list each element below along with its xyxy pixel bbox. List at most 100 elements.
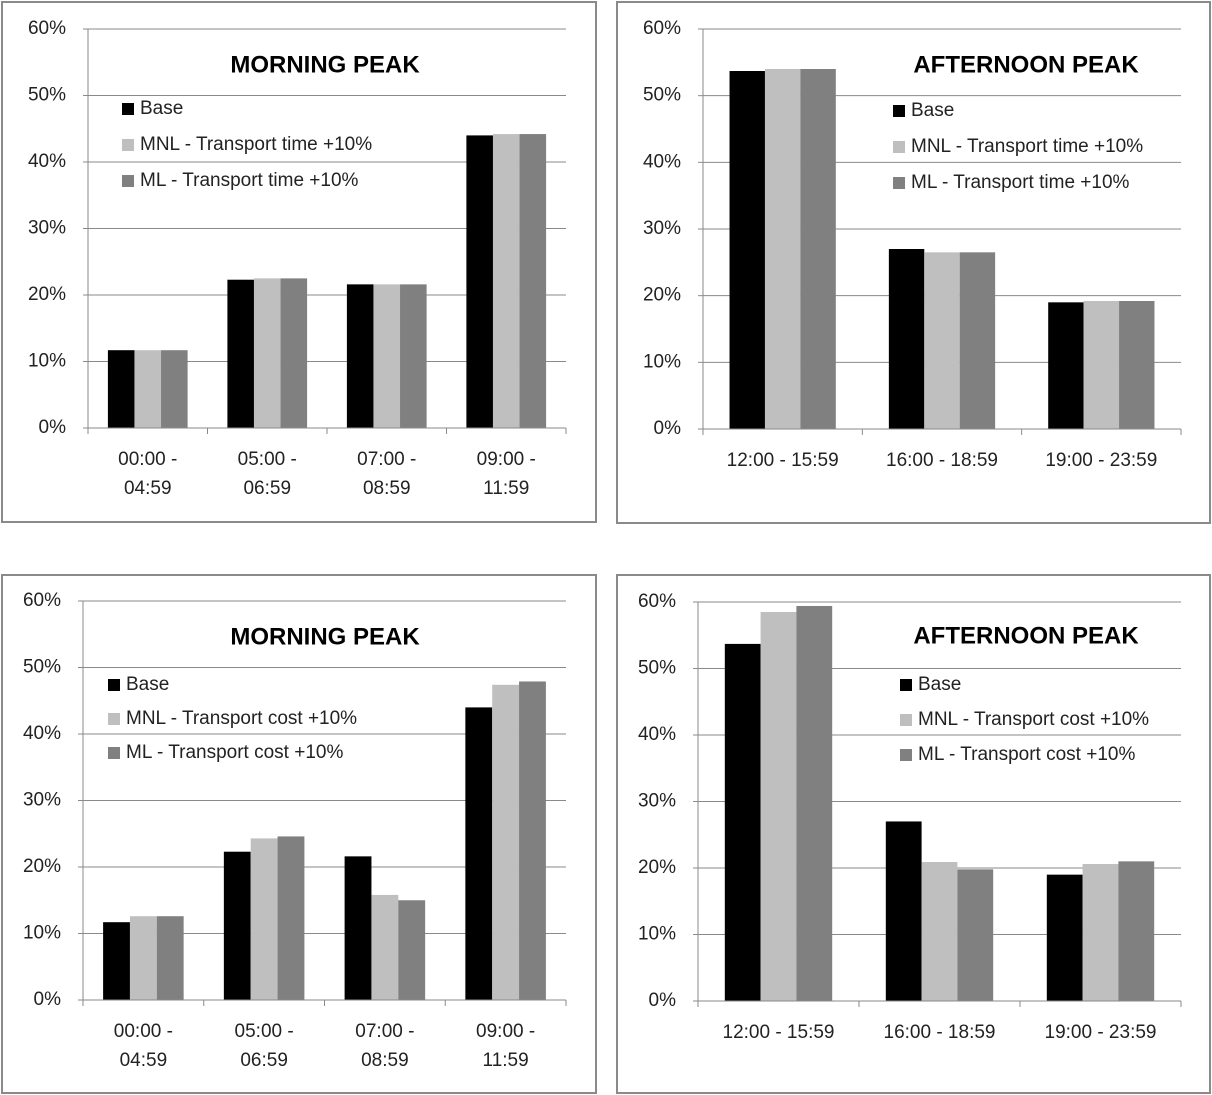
- legend-label: ML - Transport time +10%: [911, 172, 1130, 193]
- x-tick-label: 09:00 -11:59: [477, 449, 536, 499]
- legend-swatch: [108, 713, 120, 725]
- bar: [250, 838, 278, 1000]
- y-tick-label: 10%: [638, 924, 676, 945]
- bar: [465, 707, 493, 1000]
- bar: [724, 643, 761, 1001]
- legend-swatch: [893, 105, 905, 117]
- bar: [371, 894, 399, 1000]
- y-tick-label: 40%: [643, 151, 681, 172]
- y-tick-label: 0%: [654, 418, 682, 439]
- y-tick-label: 40%: [28, 151, 66, 172]
- bar: [921, 862, 958, 1001]
- bar: [492, 134, 520, 428]
- bar: [107, 350, 135, 428]
- legend-swatch: [893, 177, 905, 189]
- y-tick-label: 60%: [643, 18, 681, 39]
- legend-swatch: [893, 141, 905, 153]
- bar: [103, 922, 130, 1000]
- chart: 0% 10% 20% 30% 40% 50% 60% 12:00 - 15:59 16:00 -…: [616, 574, 1211, 1094]
- y-tick-label: 0%: [649, 990, 677, 1011]
- bar: [760, 611, 797, 1001]
- y-tick-label: 30%: [638, 791, 676, 812]
- legend-swatch: [900, 714, 912, 726]
- legend-swatch: [108, 679, 120, 691]
- y-tick-label: 20%: [643, 285, 681, 306]
- legend-label: ML - Transport cost +10%: [918, 744, 1135, 765]
- chart: 0% 10% 20% 30% 40% 50% 60% 00:00 -04:59 05:00 -0…: [1, 574, 597, 1094]
- y-tick-label: 60%: [28, 18, 66, 39]
- x-tick-label: 09:00 -11:59: [476, 1021, 535, 1071]
- x-tick-label: 00:00 -04:59: [118, 449, 177, 499]
- legend-swatch: [122, 139, 134, 151]
- y-tick-label: 20%: [638, 857, 676, 878]
- bar: [227, 279, 254, 428]
- chart-title: AFTERNOON PEAK: [913, 51, 1139, 78]
- bar: [398, 900, 426, 1000]
- y-tick-label: 10%: [23, 923, 61, 944]
- bar: [466, 135, 493, 428]
- bar: [1118, 861, 1155, 1001]
- legend-swatch: [900, 679, 912, 691]
- bar: [796, 605, 833, 1001]
- y-tick-label: 20%: [28, 284, 66, 305]
- bar: [277, 836, 305, 1000]
- bar: [129, 916, 157, 1000]
- bar: [373, 284, 401, 428]
- chart-title: MORNING PEAK: [230, 51, 420, 78]
- x-tick-label: 05:00 -06:59: [238, 449, 297, 499]
- bar: [156, 916, 184, 1000]
- y-tick-label: 50%: [643, 85, 681, 106]
- legend-swatch: [122, 103, 134, 115]
- bar: [519, 681, 546, 1000]
- y-tick-label: 50%: [23, 657, 61, 678]
- chart: 0% 10% 20% 30% 40% 50% 60% 12:00 - 15:59 16:00 -…: [616, 1, 1211, 524]
- chart: 0% 10% 20% 30% 40% 50% 60% 00:00 -04:59 05:00 -0…: [1, 1, 597, 523]
- x-tick-label: 16:00 - 18:59: [884, 1022, 996, 1043]
- legend-label: Base: [911, 100, 954, 121]
- bar: [346, 284, 374, 428]
- y-tick-label: 30%: [23, 790, 61, 811]
- y-tick-label: 50%: [638, 658, 676, 679]
- x-tick-label: 00:00 -04:59: [114, 1021, 173, 1071]
- y-tick-label: 40%: [638, 724, 676, 745]
- bar: [1119, 301, 1155, 429]
- bar: [924, 252, 960, 429]
- bar: [800, 69, 836, 429]
- bar: [1082, 864, 1119, 1001]
- legend-label: MNL - Transport cost +10%: [126, 708, 357, 729]
- legend-swatch: [108, 747, 120, 759]
- legend-swatch: [122, 175, 134, 187]
- bar: [729, 71, 765, 429]
- legend-label: MNL - Transport time +10%: [911, 136, 1143, 157]
- x-tick-label: 12:00 - 15:59: [727, 450, 839, 471]
- bar: [764, 69, 801, 429]
- bar: [400, 284, 427, 428]
- bar: [280, 278, 308, 428]
- bar: [959, 252, 996, 429]
- bar: [888, 249, 925, 429]
- bar: [519, 134, 547, 428]
- bar: [1046, 874, 1083, 1001]
- bar: [957, 869, 994, 1001]
- legend-label: Base: [140, 98, 183, 119]
- x-tick-label: 07:00 -08:59: [355, 1021, 414, 1071]
- y-tick-label: 30%: [28, 218, 66, 239]
- y-tick-label: 50%: [28, 85, 66, 106]
- y-tick-label: 0%: [39, 417, 67, 438]
- bar: [492, 684, 520, 1000]
- bar: [134, 350, 162, 428]
- x-tick-label: 07:00 -08:59: [357, 449, 416, 499]
- x-tick-label: 19:00 - 23:59: [1045, 1022, 1157, 1043]
- y-tick-label: 60%: [638, 591, 676, 612]
- x-tick-label: 16:00 - 18:59: [886, 450, 998, 471]
- legend-label: MNL - Transport time +10%: [140, 134, 372, 155]
- chart-title: AFTERNOON PEAK: [913, 622, 1139, 649]
- legend-label: MNL - Transport cost +10%: [918, 709, 1149, 730]
- y-tick-label: 30%: [643, 218, 681, 239]
- y-tick-label: 60%: [23, 590, 61, 611]
- x-tick-label: 19:00 - 23:59: [1045, 450, 1157, 471]
- y-tick-label: 40%: [23, 723, 61, 744]
- legend-label: ML - Transport time +10%: [140, 170, 359, 191]
- bar: [253, 278, 281, 428]
